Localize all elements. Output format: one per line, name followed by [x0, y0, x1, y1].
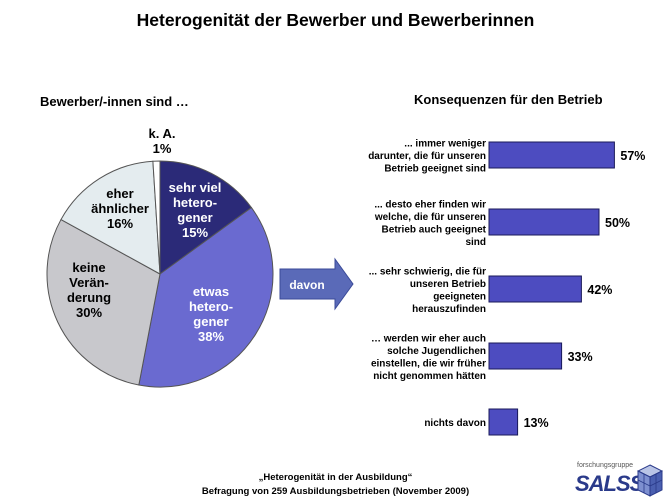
bar [488, 141, 615, 169]
bar-category-label: ... immer weniger darunter, die für unser… [368, 139, 486, 175]
bar-value-label: 57% [620, 149, 645, 163]
logo-subtitle: forschungsgruppe [577, 462, 634, 469]
bar [488, 275, 582, 303]
pie-slice [138, 206, 274, 388]
pie-slice [46, 218, 161, 386]
bar-category-label: nichts davon [424, 418, 486, 429]
bar-value-label: 13% [524, 416, 549, 430]
footer-survey-note: Befragung von 259 Ausbildungsbetrieben (… [201, 486, 470, 497]
pie-slice-label: etwas hetero-gener 38% [189, 284, 233, 344]
pie-slice-label: sehr viel hetero-gener 15% [169, 180, 222, 240]
bar [488, 208, 600, 236]
bar-value-label: 33% [568, 350, 593, 364]
bar-category-label: ... sehr schwierig, die für unseren Betri… [369, 266, 486, 315]
pie-slice [152, 160, 161, 275]
salss-logo: forschungsgruppe SALSS [575, 462, 665, 500]
pie-slice-label: eher ähnlicher 16% [91, 186, 149, 231]
cube-logo-icon [637, 464, 663, 497]
main-title: Heterogenität der Bewerber und Bewerberi… [136, 10, 535, 30]
arrow-label: davon [289, 278, 324, 292]
pie-slice-label: k. A. 1% [149, 126, 176, 156]
bar [488, 342, 563, 370]
bar-heading: Konsequenzen für den Betrieb [414, 92, 603, 107]
pie-slice [60, 160, 161, 275]
pie-heading: Bewerber/-innen sind … [40, 94, 189, 109]
footer-study-title: „Heterogenität in der Ausbildung“ [258, 472, 413, 483]
pie-slice [159, 160, 253, 275]
bar-category-label: ... desto eher finden wir welche, die für… [374, 199, 487, 248]
bar-value-label: 42% [587, 283, 612, 297]
logo-name: SALSS [575, 471, 644, 496]
bar-value-label: 50% [605, 216, 630, 230]
bar [488, 408, 519, 436]
davon-arrow-icon [279, 257, 354, 311]
pie-slice-label: keine Verän-derung 30% [67, 260, 111, 320]
bar-category-label: … werden wir eher auch solche Jugendliche… [371, 333, 486, 382]
